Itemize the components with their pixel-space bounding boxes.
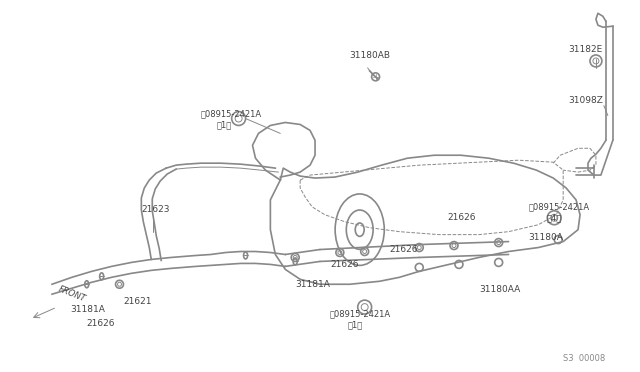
Text: 21626: 21626	[87, 320, 115, 328]
Text: 31180AB: 31180AB	[350, 51, 391, 61]
Text: 21621: 21621	[124, 296, 152, 306]
Text: 31181A: 31181A	[295, 280, 330, 289]
Text: Ⓦ08915-2421A: Ⓦ08915-2421A	[330, 310, 391, 318]
Text: 31180A: 31180A	[529, 233, 563, 242]
Text: （4）: （4）	[547, 213, 561, 222]
Text: 21626: 21626	[447, 213, 476, 222]
Text: 31181A: 31181A	[70, 305, 105, 314]
Text: 21626: 21626	[330, 260, 358, 269]
Text: 21623: 21623	[141, 205, 170, 214]
Text: S3  00008: S3 00008	[563, 354, 605, 363]
Text: Ⓦ08915-2421A: Ⓦ08915-2421A	[529, 202, 589, 211]
Text: 21626: 21626	[390, 245, 418, 254]
Text: FRONT: FRONT	[57, 285, 87, 304]
Text: 31098Z: 31098Z	[568, 96, 603, 105]
Text: （1）: （1）	[217, 120, 232, 129]
Text: Ⓦ08915-2421A: Ⓦ08915-2421A	[201, 109, 262, 118]
Text: 31182E: 31182E	[568, 45, 602, 54]
Text: （1）: （1）	[348, 320, 363, 330]
Text: 31180AA: 31180AA	[479, 285, 520, 294]
